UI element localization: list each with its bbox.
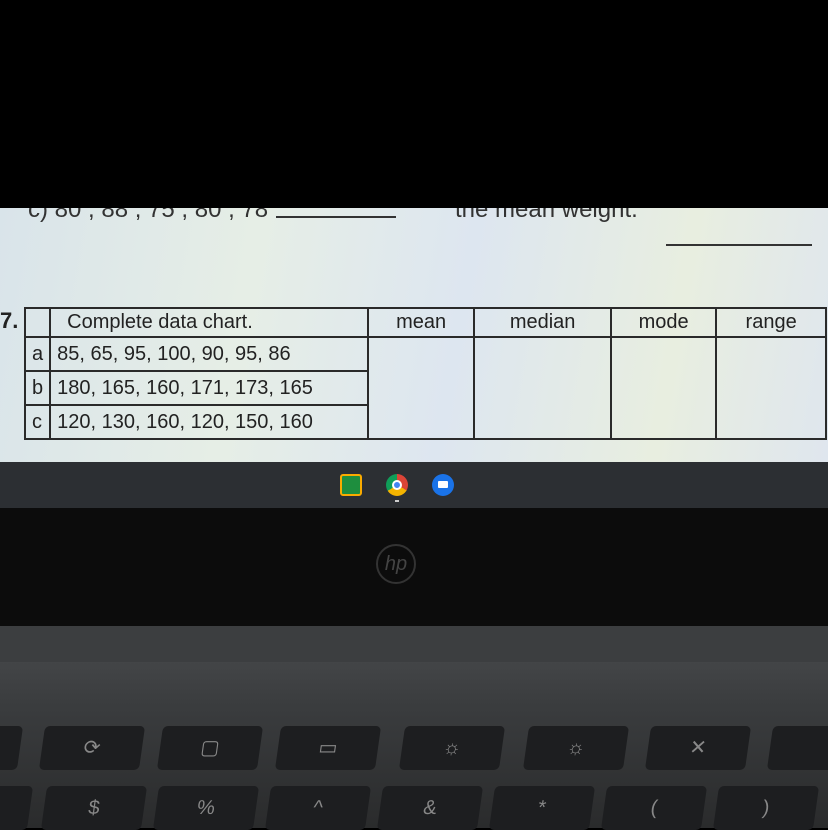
mode-cell bbox=[610, 336, 718, 440]
key-7: & bbox=[376, 786, 484, 830]
answer-line bbox=[666, 244, 812, 246]
hp-logo: hp bbox=[376, 544, 416, 584]
table-row: c 120, 130, 160, 120, 150, 160 bbox=[23, 404, 826, 440]
key-overview: ▭ bbox=[274, 726, 382, 770]
header-blank bbox=[23, 307, 52, 338]
cut-off-question: c) 80 , 88 , 75 , 80 , 78 bbox=[28, 208, 269, 223]
key-8: * bbox=[488, 786, 596, 830]
key-6: ^ bbox=[264, 786, 372, 830]
key-4: $ bbox=[40, 786, 148, 830]
key-9: ( bbox=[600, 786, 708, 830]
hinge bbox=[0, 626, 828, 662]
data-chart-table: Complete data chart. mean median mode ra… bbox=[23, 307, 828, 440]
cut-off-text: the mean weight. bbox=[455, 208, 638, 223]
classroom-icon[interactable] bbox=[340, 474, 362, 496]
problem-number: 7. bbox=[0, 308, 19, 333]
key-0: ) bbox=[712, 786, 820, 830]
key-5: % bbox=[152, 786, 260, 830]
header-mode: mode bbox=[610, 307, 718, 338]
row-label: a bbox=[23, 336, 52, 372]
header-median: median bbox=[473, 307, 613, 338]
mean-cell bbox=[367, 336, 476, 440]
key-refresh: ⟳ bbox=[38, 726, 146, 770]
row-data: 120, 130, 160, 120, 150, 160 bbox=[49, 404, 370, 440]
screen: c) 80 , 88 , 75 , 80 , 78 the mean weigh… bbox=[0, 208, 828, 462]
shelf bbox=[0, 462, 828, 508]
chrome-icon[interactable] bbox=[386, 474, 408, 496]
key-volume bbox=[766, 726, 828, 770]
files-icon[interactable] bbox=[432, 474, 454, 496]
answer-line bbox=[276, 216, 396, 218]
row-label: b bbox=[23, 370, 52, 406]
row-label: c bbox=[23, 404, 52, 440]
key-mute: ✕ bbox=[644, 726, 752, 770]
range-cell bbox=[715, 336, 828, 440]
header-data: Complete data chart. bbox=[49, 307, 370, 338]
key-brightness-up: ☼ bbox=[522, 726, 630, 770]
table-row: a 85, 65, 95, 100, 90, 95, 86 bbox=[23, 336, 828, 440]
header-mean: mean bbox=[367, 307, 476, 338]
row-data: 85, 65, 95, 100, 90, 95, 86 bbox=[49, 336, 370, 372]
header-range: range bbox=[715, 307, 828, 338]
running-indicator bbox=[395, 500, 399, 502]
row-data: 180, 165, 160, 171, 173, 165 bbox=[49, 370, 370, 406]
key-fullscreen: ▢ bbox=[156, 726, 264, 770]
table-row: b 180, 165, 160, 171, 173, 165 bbox=[23, 370, 826, 406]
key-brightness-down: ☼ bbox=[398, 726, 506, 770]
median-cell bbox=[473, 336, 613, 440]
